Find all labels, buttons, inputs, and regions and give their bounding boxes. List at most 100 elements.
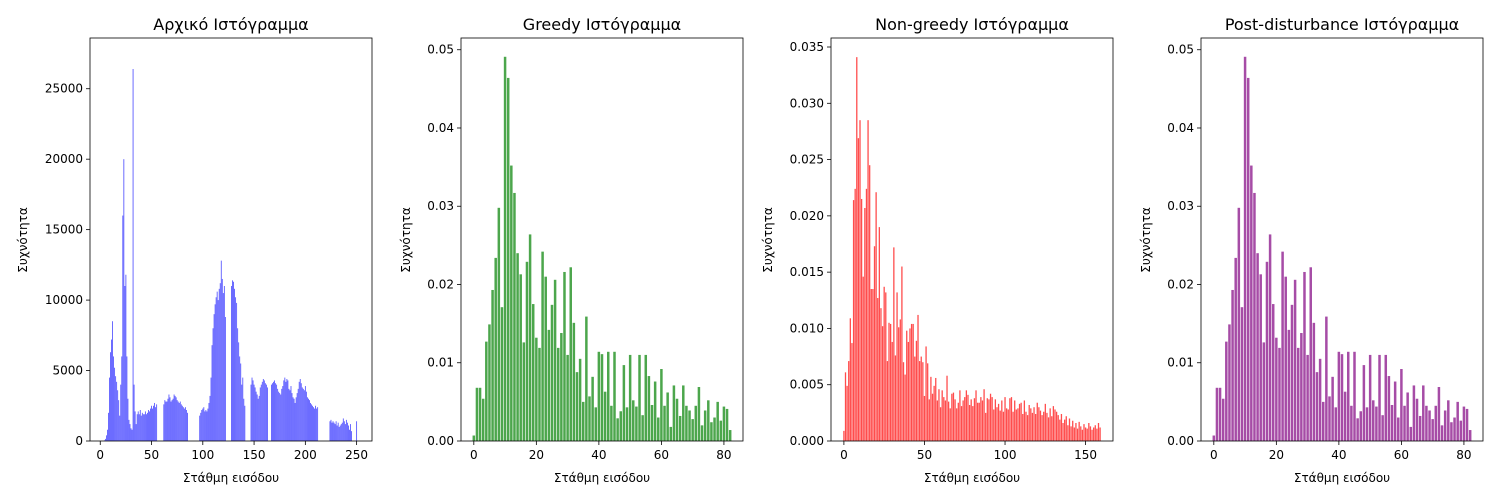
histogram-bar <box>1081 429 1084 441</box>
histogram-bar <box>175 397 177 441</box>
histogram-bar <box>169 397 171 441</box>
histogram-bar <box>286 379 288 441</box>
histogram-bar <box>1303 271 1306 441</box>
histogram-bar <box>1065 416 1067 441</box>
histogram-bar <box>290 386 292 441</box>
axes-frame <box>830 37 1114 442</box>
histogram-bar <box>199 415 201 441</box>
histogram-bar <box>224 317 226 441</box>
histogram-bar <box>127 398 129 441</box>
histogram-bar <box>306 397 308 441</box>
histogram-bar <box>1094 425 1096 441</box>
histogram-bar <box>525 261 529 441</box>
histogram-bar <box>962 400 964 441</box>
histogram-bar <box>1462 406 1466 441</box>
histogram-bar <box>208 402 210 441</box>
histogram-bar <box>663 405 666 441</box>
histogram-bar <box>644 354 648 441</box>
histogram-bar <box>337 422 339 441</box>
histogram-bar <box>1070 426 1072 441</box>
histogram-bar <box>218 288 220 441</box>
histogram-bar <box>150 408 151 441</box>
histogram-bar <box>585 316 588 441</box>
histogram-bar <box>216 291 218 441</box>
histogram-bar <box>632 400 635 441</box>
histogram-bar <box>293 398 295 441</box>
histogram-bar <box>211 345 213 441</box>
histogram-bar <box>1043 411 1045 441</box>
histogram-bar <box>915 340 918 441</box>
histogram-bar <box>888 322 890 441</box>
histogram-bar <box>1001 400 1003 441</box>
histogram-bar <box>316 408 318 441</box>
histogram-bar <box>172 398 174 441</box>
histogram-bar <box>856 57 858 441</box>
histogram-bar <box>274 380 275 441</box>
x-axis-label: Στάθμη εισόδου <box>554 471 650 485</box>
histogram-bar <box>1296 347 1300 441</box>
histogram-bar <box>896 292 898 441</box>
histogram-bar <box>886 361 889 441</box>
histogram-bar <box>174 395 176 441</box>
histogram-bar <box>885 292 887 441</box>
histogram-bar <box>219 283 221 441</box>
histogram-bar <box>291 393 293 441</box>
y-tick-label: 0.03 <box>427 199 454 213</box>
histogram-bar <box>1221 398 1225 441</box>
histogram-bar <box>129 424 131 441</box>
histogram-bar <box>907 341 909 441</box>
histogram-bar <box>956 408 958 441</box>
histogram-bar <box>1393 381 1397 441</box>
histogram-bar <box>207 408 209 441</box>
histogram-bar <box>1086 428 1088 441</box>
axes-frame <box>89 37 373 442</box>
histogram-bar <box>594 407 597 441</box>
histogram-bar <box>348 425 349 441</box>
histogram-bar <box>185 410 187 441</box>
histogram-bar <box>201 410 203 441</box>
histogram-bar <box>891 341 893 441</box>
histogram-bar <box>1250 165 1253 442</box>
histogram-bar <box>528 234 532 441</box>
histogram-bar <box>1403 405 1406 441</box>
histogram-bar <box>1440 425 1444 441</box>
histogram-bar <box>334 424 336 441</box>
histogram-bar <box>257 398 259 441</box>
histogram-bar <box>317 407 319 441</box>
histogram-bar <box>250 384 252 441</box>
histogram-bar <box>939 407 942 441</box>
histogram-bar <box>603 391 607 441</box>
histogram-bar <box>497 207 501 441</box>
histogram-bar <box>1225 341 1228 441</box>
histogram-bar <box>1468 430 1472 441</box>
histogram-bar <box>904 374 906 441</box>
histogram-bar <box>949 408 951 441</box>
histogram-bar <box>1306 354 1309 441</box>
histogram-bar <box>703 410 707 441</box>
histogram-bar <box>569 267 572 441</box>
histogram-bar <box>1088 422 1090 441</box>
histogram-bar <box>1064 419 1066 441</box>
histogram-bar <box>1278 347 1281 441</box>
histogram-bar <box>343 421 345 441</box>
post-disturbance-histogram-panel: Post-disturbance Ιστόγραμμα Στάθμη εισόδ… <box>1139 15 1484 485</box>
histogram-bar <box>1378 354 1381 441</box>
histogram-bar <box>332 421 334 441</box>
y-tick-label: 0.05 <box>427 43 454 57</box>
histogram-bar <box>725 408 729 441</box>
histogram-bar <box>607 351 610 441</box>
histogram-bar <box>118 400 120 441</box>
histogram-bar <box>265 384 267 441</box>
histogram-bar <box>917 314 919 441</box>
histogram-bar <box>145 414 147 441</box>
histogram-bar <box>119 415 121 441</box>
histogram-bar <box>1075 422 1077 441</box>
histogram-bar <box>522 342 526 441</box>
histogram-bar <box>951 393 953 441</box>
histogram-bar <box>991 397 993 441</box>
histogram-bar <box>906 330 908 441</box>
histogram-bar <box>928 399 930 441</box>
histogram-bar <box>223 286 225 441</box>
histogram-bar <box>1256 253 1259 441</box>
histogram-bar <box>183 408 185 441</box>
